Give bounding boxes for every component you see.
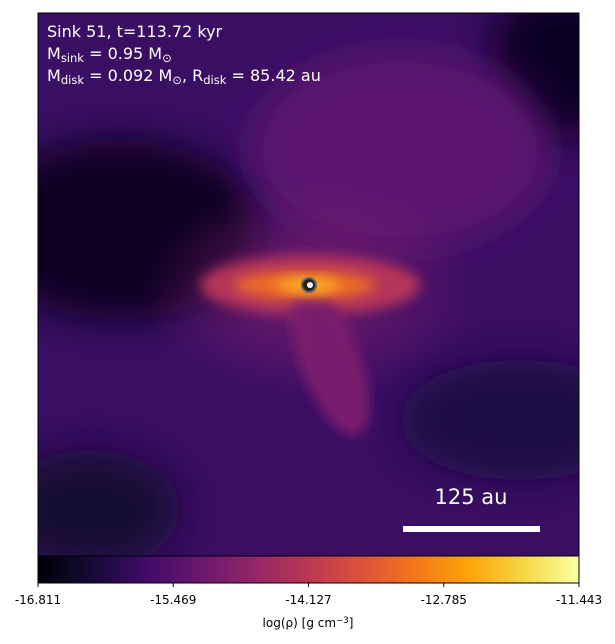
text-part: = 85.42 au xyxy=(226,66,320,85)
subscript: sink xyxy=(61,51,84,65)
tick-label: -14.127 xyxy=(285,593,331,607)
text-part: ] xyxy=(349,616,354,630)
subscript: ⊙ xyxy=(172,73,182,87)
text-part: log(ρ) [g cm xyxy=(263,616,337,630)
text-part: = 0.95 M xyxy=(84,44,162,63)
text-part: , R xyxy=(182,66,203,85)
subscript: ⊙ xyxy=(162,51,172,65)
superscript: −3 xyxy=(336,616,349,626)
colorbar xyxy=(37,555,580,584)
colorbar-label: log(ρ) [g cm−3] xyxy=(263,616,354,630)
colorbar-ticks: -16.811 -15.469 -14.127 -12.785 -11.443 xyxy=(15,583,602,607)
annotation-line: Sink 51, t=113.72 kyr xyxy=(47,22,223,41)
text-part: = 0.092 M xyxy=(84,66,172,85)
text-part: Sink 51, t=113.72 kyr xyxy=(47,22,223,41)
density-image: 125 au xyxy=(38,13,579,556)
tick-label: -16.811 xyxy=(15,593,61,607)
annotation-line: Mdisk = 0.092 M⊙, Rdisk = 85.42 au xyxy=(47,66,321,87)
annotation-line: Msink = 0.95 M⊙ xyxy=(47,44,172,65)
text-part: M xyxy=(47,44,61,63)
tick-label: -12.785 xyxy=(421,593,467,607)
subscript: disk xyxy=(203,73,227,87)
tick-label: -11.443 xyxy=(556,593,602,607)
tick-label: -15.469 xyxy=(150,593,196,607)
subscript: disk xyxy=(61,73,85,87)
text-part: M xyxy=(47,66,61,85)
scale-bar-label: 125 au xyxy=(435,485,508,509)
